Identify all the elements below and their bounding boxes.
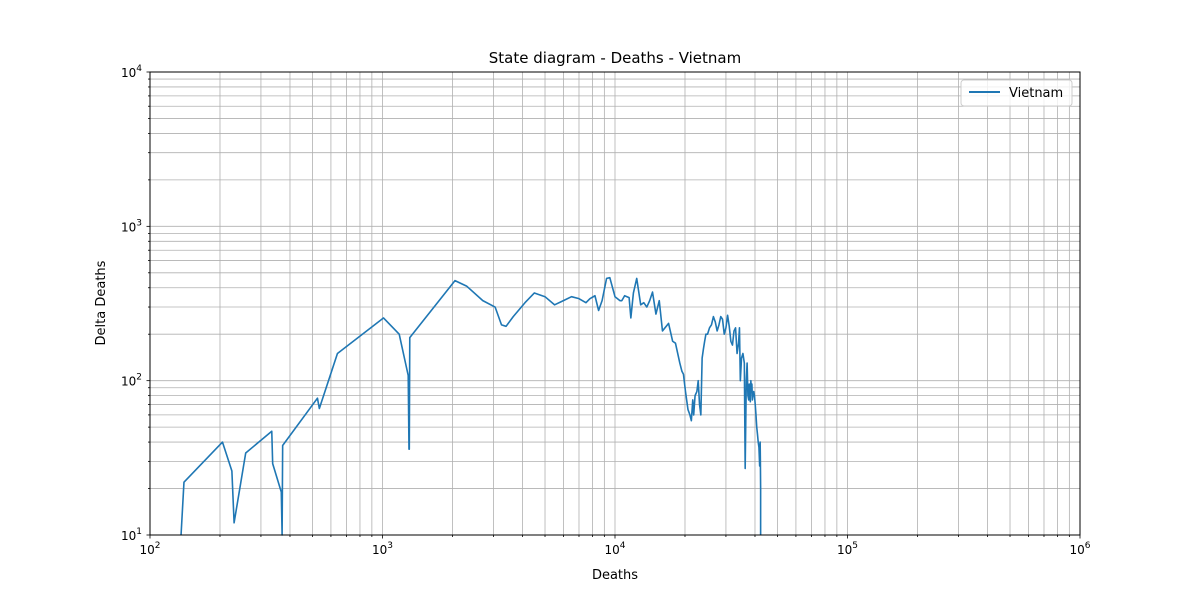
y-tick-label: 103 — [121, 218, 142, 234]
y-tick-label: 102 — [121, 373, 142, 389]
legend-box — [960, 79, 1073, 107]
legend: Vietnam — [960, 79, 1073, 107]
grid-lines — [149, 72, 1080, 536]
y-tick-label: 104 — [121, 64, 142, 80]
series-line-vietnam — [180, 276, 762, 536]
series-layer — [180, 276, 762, 536]
chart-title: State diagram - Deaths - Vietnam — [489, 49, 741, 67]
x-tick-label: 105 — [837, 541, 858, 557]
x-axis-label: Deaths — [592, 568, 638, 583]
legend-label-vietnam: Vietnam — [1009, 86, 1063, 101]
x-tick-label: 106 — [1069, 541, 1090, 557]
x-tick-label: 104 — [604, 541, 625, 557]
x-tick-label: 102 — [139, 541, 160, 557]
y-axis-label: Delta Deaths — [94, 260, 109, 345]
y-tick-label: 101 — [121, 527, 142, 543]
x-tick-label: 103 — [372, 541, 393, 557]
